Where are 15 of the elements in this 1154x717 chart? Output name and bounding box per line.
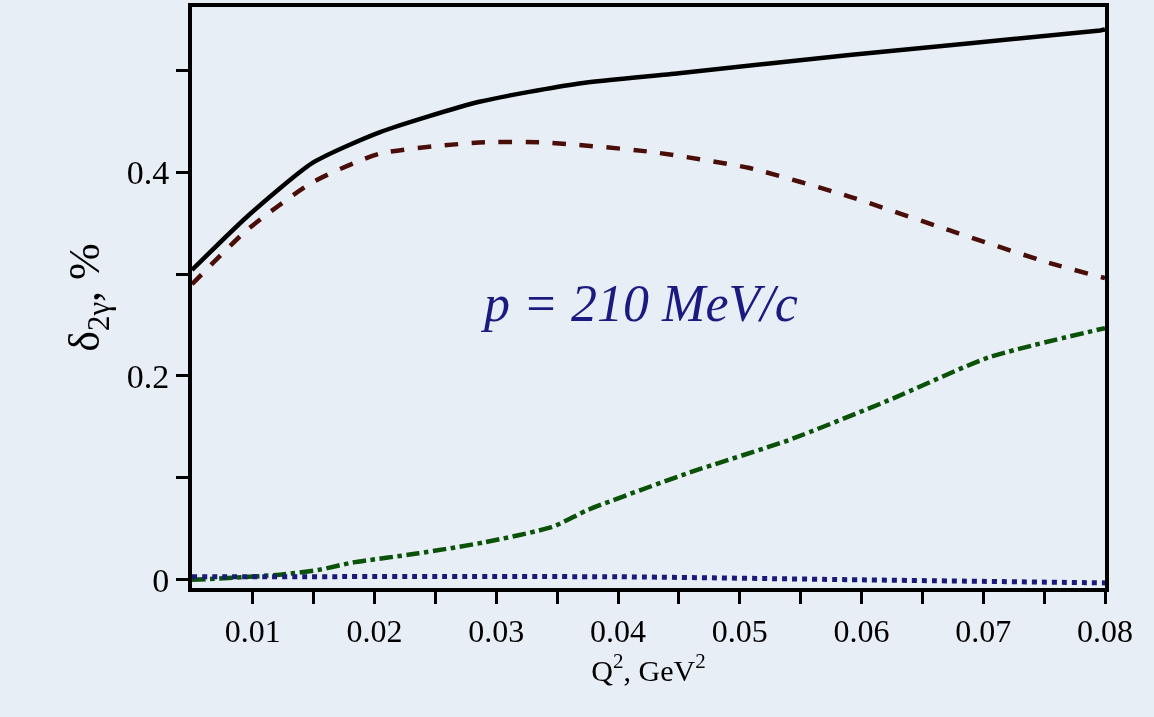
x-tick-label: 0.06 — [833, 613, 890, 650]
x-tick-label: 0.02 — [346, 613, 403, 650]
y-tick-label: 0.4 — [126, 154, 170, 192]
x-tick-label: 0.04 — [590, 613, 647, 650]
x-axis-title: Q$^{2}$, GeV$^{2}$ — [591, 649, 706, 687]
line-series — [192, 27, 1105, 273]
x-tick-label: 0.01 — [224, 613, 281, 650]
line-series — [192, 139, 1105, 287]
y-tick-label: 0.2 — [126, 357, 170, 395]
y-tick-label: 0 — [152, 561, 170, 599]
x-tick-label: 0.05 — [711, 613, 768, 650]
annotation: p = 210 MeV/c — [480, 275, 798, 332]
x-tick-label: 0.03 — [468, 613, 525, 650]
x-tick-label: 0.07 — [955, 613, 1012, 650]
x-tick-label: 0.08 — [1077, 613, 1133, 650]
